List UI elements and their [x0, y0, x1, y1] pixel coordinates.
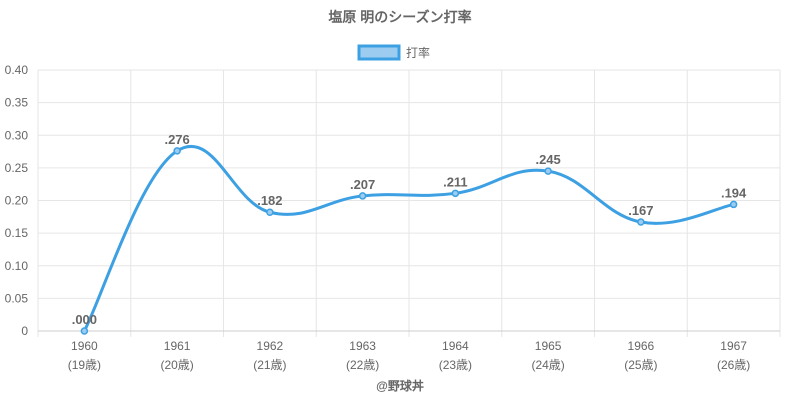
x-tick-sublabel: (20歳)	[160, 358, 193, 372]
data-label: .182	[257, 193, 282, 208]
y-tick-label: 0.05	[5, 291, 29, 305]
x-tick-label: 1961	[164, 339, 191, 353]
y-tick-label: 0.15	[5, 226, 29, 240]
data-point	[173, 147, 181, 155]
credit-text: @野球丼	[376, 378, 424, 393]
x-tick-sublabel: (23歳)	[439, 358, 472, 372]
x-tick-label: 1964	[442, 339, 469, 353]
y-tick-label: 0.30	[5, 128, 29, 142]
x-tick-label: 1962	[257, 339, 284, 353]
y-tick-label: 0.35	[5, 96, 29, 110]
legend-label: 打率	[406, 45, 430, 60]
y-tick-label: 0.40	[5, 63, 29, 77]
x-tick-label: 1967	[720, 339, 747, 353]
y-tick-label: 0.10	[5, 259, 29, 273]
y-tick-label: 0.25	[5, 161, 29, 175]
data-label: .194	[721, 185, 747, 200]
data-point	[80, 327, 89, 335]
x-tick-sublabel: (21歳)	[253, 358, 286, 372]
data-label: .000	[72, 312, 97, 327]
data-point	[637, 218, 645, 226]
grid	[37, 69, 781, 337]
chart-title: 塩原 明のシーズン打率	[328, 9, 471, 25]
x-tick-sublabel: (24歳)	[531, 358, 564, 372]
x-tick-label: 1965	[535, 339, 562, 353]
data-point	[729, 200, 738, 209]
x-tick-label: 1963	[349, 339, 376, 353]
data-point	[266, 208, 274, 216]
series-batting-average	[80, 144, 738, 335]
legend[interactable]: 打率	[357, 44, 430, 61]
x-tick-label: 1966	[628, 339, 655, 353]
data-point	[544, 167, 552, 175]
y-axis: 0 0.05 0.10 0.15 0.20 0.25 0.30 0.35 0.40	[5, 63, 29, 338]
data-point	[358, 192, 367, 200]
data-label: .211	[443, 174, 468, 189]
y-tick-label: 0.20	[5, 194, 29, 208]
data-point	[451, 189, 460, 198]
x-tick-sublabel: (22歳)	[346, 358, 379, 372]
x-tick-sublabel: (25歳)	[624, 358, 657, 372]
y-tick-label: 0	[21, 324, 28, 338]
data-labels: .000 .276 .182 .207 .211 .245 .167 .194	[72, 132, 747, 327]
data-label: .276	[164, 132, 189, 147]
x-axis: 1960 (19歳) 1961 (20歳) 1962 (21歳) 1963 (22歳) 1964…	[68, 339, 751, 372]
x-tick-label: 1960	[71, 339, 98, 353]
data-label: .207	[350, 177, 375, 192]
x-tick-sublabel: (19歳)	[68, 358, 101, 372]
x-tick-sublabel: (26歳)	[717, 358, 750, 372]
data-label: .245	[535, 152, 560, 167]
legend-swatch	[357, 44, 401, 61]
data-label: .167	[628, 203, 653, 218]
